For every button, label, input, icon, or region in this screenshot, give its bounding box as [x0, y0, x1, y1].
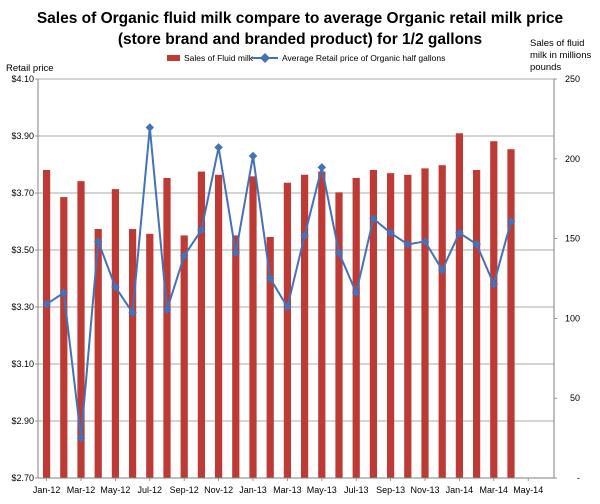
price-point-Dec-13: [437, 265, 447, 275]
right-axis-tick-label: 250: [565, 74, 580, 84]
bar-Oct-12: [197, 171, 206, 478]
bar-Jul-13: [352, 177, 360, 478]
x-axis-tick-label: Jan-14: [446, 485, 474, 495]
price-point-Mar-13: [283, 302, 292, 312]
chart-title-line-2: (store brand and branded product) for 1/…: [118, 31, 482, 48]
bar-Nov-13: [421, 168, 429, 478]
bar-Jun-13: [335, 192, 343, 479]
left-axis-tick-label: $2.70: [11, 473, 34, 483]
price-point-Mar-14: [489, 279, 499, 289]
left-axis-tick-label: $3.70: [11, 188, 34, 198]
chart-title-line-1: Sales of Organic fluid milk compare to a…: [37, 10, 564, 27]
x-axis-tick-label: Jan-13: [239, 485, 267, 495]
left-axis-tick-label: $3.90: [11, 131, 34, 141]
bar-Feb-12: [60, 197, 68, 478]
bar-Sep-12: [180, 235, 188, 478]
right-axis-title-line-2: milk in millions: [530, 50, 591, 61]
price-point-Aug-13: [369, 214, 378, 223]
bar-Apr-12: [94, 229, 102, 478]
price-point-Aug-12: [162, 305, 172, 315]
bar-Jun-12: [128, 229, 137, 478]
price-point-May-13: [317, 163, 327, 172]
price-point-Jul-12: [145, 123, 155, 132]
price-point-Sep-13: [386, 228, 395, 238]
chart-title: Sales of Organic fluid milk compare to a…: [37, 10, 564, 48]
x-axis-tick-label: Mar-13: [273, 485, 302, 495]
price-point-Feb-12: [59, 288, 69, 297]
bar-Dec-13: [438, 165, 446, 478]
price-point-Oct-13: [403, 240, 413, 249]
bar-Jan-14: [455, 133, 464, 478]
x-axis-tick-label: Nov-13: [410, 485, 439, 495]
left-axis-tick-label: $3.30: [11, 302, 34, 312]
right-axis-title-line-3: pounds: [530, 62, 561, 73]
bar-Mar-14: [490, 141, 498, 478]
price-point-Feb-14: [472, 240, 481, 249]
price-point-Jan-12: [42, 299, 51, 309]
legend: Sales of Fluid milk Average Retail price…: [167, 53, 445, 63]
bar-Mar-13: [283, 182, 292, 479]
price-point-Sep-12: [179, 251, 189, 260]
bar-Aug-13: [369, 169, 378, 479]
x-axis-tick-label: Mar-12: [67, 485, 96, 495]
bar-Nov-12: [214, 174, 223, 478]
left-axis-tick-label: $4.10: [11, 74, 34, 84]
price-point-Jul-13: [351, 288, 361, 297]
price-point-Jan-14: [455, 228, 464, 238]
price-point-Jun-13: [334, 248, 344, 258]
bar-May-13: [318, 171, 326, 478]
bar-Apr-14: [507, 149, 515, 478]
x-axis-tick-label: Jul-13: [344, 485, 369, 495]
legend-label-bar: Sales of Fluid milk: [184, 53, 254, 63]
bar-May-12: [111, 189, 120, 478]
price-point-Nov-12: [214, 143, 223, 152]
price-point-Nov-13: [420, 237, 430, 246]
left-axis-tick-label: $3.50: [11, 245, 34, 255]
price-point-Apr-12: [93, 237, 103, 246]
right-axis-tick-label: 100: [565, 313, 580, 323]
bar-Sep-13: [386, 173, 395, 478]
bar-Jul-12: [146, 233, 154, 478]
x-axis-tick-label: May-13: [307, 485, 337, 495]
x-axis-tick-label: Mar-14: [480, 485, 509, 495]
right-axis-tick-label: -: [577, 473, 580, 483]
bar-Feb-13: [266, 237, 274, 478]
x-axis-tick-label: Sep-13: [376, 485, 405, 495]
bar-Oct-13: [404, 174, 412, 478]
bar-Apr-13: [300, 174, 309, 478]
left-axis-tick-label: $2.90: [11, 416, 34, 426]
bar-Aug-12: [163, 177, 171, 478]
bar-Feb-14: [472, 169, 481, 479]
x-axis-tick-label: Jul-12: [138, 485, 163, 495]
right-axis-tick-label: 200: [565, 154, 580, 164]
left-axis-tick-label: $3.10: [11, 359, 34, 369]
price-line: [46, 127, 512, 439]
legend-swatch-bar: [167, 55, 180, 61]
legend-swatch-marker: [260, 53, 270, 63]
left-axis-title: Retail price: [6, 63, 54, 74]
price-point-Apr-13: [300, 231, 309, 240]
bar-Dec-12: [232, 235, 240, 478]
x-axis-tick-label: May-12: [100, 485, 130, 495]
x-axis-tick-label: Nov-12: [204, 485, 233, 495]
price-point-May-12: [111, 282, 120, 292]
right-axis-tick-label: 150: [565, 234, 580, 244]
price-point-Feb-13: [265, 274, 275, 283]
bar-Jan-12: [42, 169, 51, 479]
x-axis-tick-label: May-14: [513, 485, 543, 495]
bar-Jan-13: [249, 176, 257, 478]
x-axis-tick-label: Jan-12: [33, 485, 61, 495]
price-point-Mar-12: [76, 433, 86, 443]
price-point-Jan-13: [248, 151, 258, 161]
price-point-Dec-12: [231, 248, 241, 258]
plot-area: $2.70 $2.90 $3.10 $3.30 $3.50 $3.70 $3.90 $4.10…: [11, 74, 580, 495]
bar-Mar-12: [77, 181, 85, 479]
price-point-Jun-12: [128, 308, 137, 317]
x-axis-tick-label: Sep-12: [170, 485, 199, 495]
right-axis-title-line-1: Sales of fluid: [530, 38, 584, 49]
right-axis-tick-label: 50: [570, 393, 580, 403]
legend-label-line: Average Retail price of Organic half gal…: [282, 53, 445, 63]
price-point-Oct-12: [197, 225, 206, 235]
